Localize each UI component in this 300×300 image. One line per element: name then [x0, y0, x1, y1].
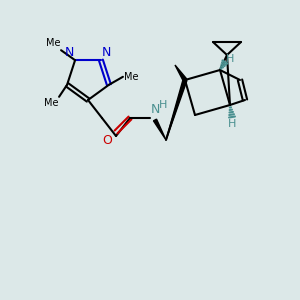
- Text: N: N: [65, 46, 74, 59]
- Text: O: O: [102, 134, 112, 147]
- Text: H: H: [159, 100, 167, 110]
- Polygon shape: [154, 119, 166, 140]
- Text: Me: Me: [46, 38, 60, 48]
- Text: H: H: [226, 54, 234, 64]
- Text: N: N: [102, 46, 111, 59]
- Polygon shape: [166, 80, 187, 140]
- Text: H: H: [228, 119, 236, 129]
- Polygon shape: [175, 65, 187, 81]
- Text: N: N: [151, 103, 160, 116]
- Text: Me: Me: [124, 72, 138, 82]
- Text: Me: Me: [44, 98, 58, 108]
